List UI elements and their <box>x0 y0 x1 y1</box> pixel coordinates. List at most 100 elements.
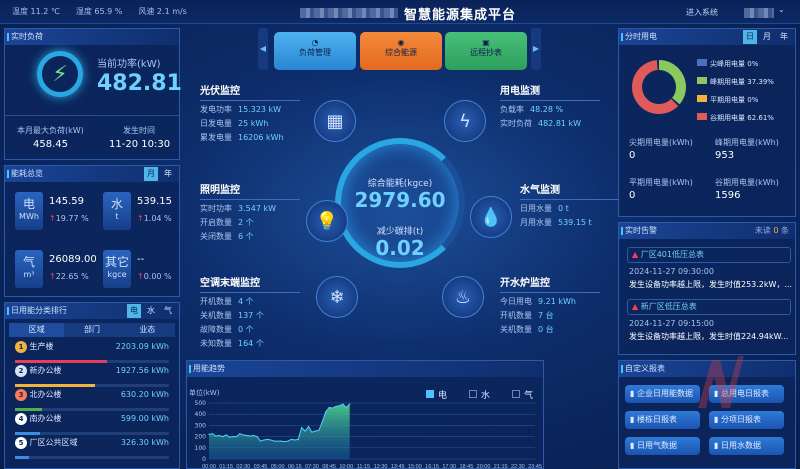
unread-number: 0 <box>773 226 779 235</box>
rank-medal-icon: 2 <box>15 365 27 377</box>
legend-gas[interactable]: 气 <box>511 388 533 401</box>
legend-electric[interactable]: 电 <box>425 388 447 401</box>
list-item[interactable]: 4 南办公楼 599.00 kWh <box>15 413 169 437</box>
air-conditioner-icon: ❄ <box>316 276 358 318</box>
x-tick-label: 15:00 <box>408 464 422 469</box>
monitor-title: 空调末端监控 <box>200 274 300 293</box>
user-name[interactable] <box>744 8 774 18</box>
ac-monitor: 空调末端监控 开机数量 4 个关机数量 137 个故障数量 0 个未知数量 164 个 <box>200 274 300 352</box>
panel-title: 实时负荷 <box>5 29 179 45</box>
tab-year[interactable]: 年 <box>780 32 788 41</box>
panel-title: 用能趋势 <box>187 361 543 377</box>
rank-name: 新办公楼 <box>29 366 62 375</box>
tab-year[interactable]: 年 <box>164 169 172 178</box>
nav-integrated-energy[interactable]: ◉ 综合能源 <box>360 32 442 70</box>
rank-name: 厂区公共区域 <box>29 438 78 447</box>
panel-title: 分时用电 日月年 <box>619 29 795 45</box>
legend-item: 峰期用电量 37.39% <box>697 77 774 87</box>
alarm-desc: 发生设备功率越上限，发生时值253.2kW，... <box>629 280 793 289</box>
list-item[interactable]: 5 厂区公共区域 326.30 kWh <box>15 437 169 461</box>
boiler-icon: ♨ <box>442 276 484 318</box>
legend-pct: 0% <box>747 60 759 68</box>
report-button[interactable]: ▮ 分项日报表 <box>709 411 784 429</box>
nav-label: 负荷管理 <box>299 48 331 57</box>
donut-slice <box>632 60 679 114</box>
data-point <box>345 406 347 409</box>
wind-speed: 风速 2.1 m/s <box>138 7 187 16</box>
nav-remote-meter[interactable]: ▣ 远程抄表 <box>445 32 527 70</box>
list-item[interactable]: 2 新办公楼 1927.56 kWh <box>15 365 169 389</box>
rank-value: 630.20 kWh <box>120 390 169 399</box>
rank-medal-icon: 3 <box>15 389 27 401</box>
data-point <box>208 433 210 435</box>
power-monitor: 用电监测 负载率 48.28 % 实时负荷 482.81 kW <box>500 82 600 132</box>
monitor-row: 未知数量 164 个 <box>200 338 300 349</box>
carbon-label: 减少碳排(t) <box>376 227 424 237</box>
tou-legend: 尖峰用电量 0% 峰期用电量 37.39% 平期用电量 0% 谷期用电量 62.61% <box>697 59 774 131</box>
enter-system-link[interactable]: 进入系统 <box>686 8 718 17</box>
monitor-row: 开启数量 2 个 <box>200 217 300 228</box>
data-point <box>304 430 306 432</box>
nav-load-management[interactable]: ◔ 负荷管理 <box>274 32 356 70</box>
alarm-item[interactable]: ▲ 新厂区低压总表 <box>627 299 791 315</box>
subtab-business[interactable]: 业态 <box>139 325 156 334</box>
rank-name: 南办公楼 <box>29 414 62 423</box>
energy-change: 0.00 % <box>143 272 172 281</box>
blurred-logo <box>300 8 398 18</box>
data-point <box>349 403 351 405</box>
data-point <box>301 427 303 429</box>
tab-day[interactable]: 日 <box>743 30 757 44</box>
row-label: 未知数量 <box>200 339 232 348</box>
report-button[interactable]: ▮ 日用气数据 <box>625 437 700 455</box>
nav-prev-button[interactable]: ◀ <box>258 28 268 70</box>
energy-unit: m³ <box>23 270 35 279</box>
boiler-monitor: 开水炉监控 今日用电 9.21 kWh 开机数量 7 台关机数量 0 台 <box>500 274 600 338</box>
alarm-panel: 实时告警 未读 0 条 ▲ 厂区401低压总表 2024-11-27 09:30:… <box>618 222 796 355</box>
energy-value: 539.15 <box>137 196 172 207</box>
occur-time-value: 11-20 10:30 <box>109 139 171 150</box>
data-point <box>273 440 275 442</box>
data-point <box>218 434 220 437</box>
tab-month[interactable]: 月 <box>144 167 158 181</box>
subtab-department[interactable]: 部门 <box>83 325 100 334</box>
divider <box>5 115 179 116</box>
energy-type: 气 <box>22 255 35 269</box>
list-item[interactable]: 1 生产楼 2203.09 kWh <box>15 341 169 365</box>
row-label: 负载率 <box>500 105 524 114</box>
tab-month[interactable]: 月 <box>763 32 771 41</box>
report-button[interactable]: ▮ 楼栋日报表 <box>625 411 700 429</box>
energy-type: 水 <box>110 197 123 211</box>
monitor-row: 发电功率 15.323 kW <box>200 104 300 115</box>
tab-gas[interactable]: 气 <box>164 306 172 315</box>
row-label: 故障数量 <box>200 325 232 334</box>
report-button[interactable]: ▮ 企业日用能数据 <box>625 385 700 403</box>
nav-next-button[interactable]: ▶ <box>531 28 541 70</box>
data-point <box>215 435 217 437</box>
stat-value: 0 <box>629 190 636 201</box>
data-point <box>325 411 327 413</box>
subtab-area[interactable]: 区域 <box>9 323 65 337</box>
data-point <box>263 439 265 441</box>
alarm-item[interactable]: ▲ 厂区401低压总表 <box>627 247 791 263</box>
list-item[interactable]: 3 北办公楼 630.20 kWh <box>15 389 169 413</box>
data-point <box>242 434 244 436</box>
energy-type-card: 气 m³ <box>15 250 43 288</box>
legend-water[interactable]: 水 <box>468 388 490 401</box>
tab-electric[interactable]: 电 <box>127 304 141 318</box>
subtabs: 区域 部门 业态 <box>9 323 175 337</box>
report-label: 企业日用能数据 <box>636 389 693 398</box>
report-button[interactable]: ▮ 总用电日报表 <box>709 385 784 403</box>
lighting-monitor: 照明监控 实时功率 3.547 kW 开启数量 2 个关闭数量 6 个 <box>200 181 300 245</box>
legend-pct: 0% <box>747 96 759 104</box>
rank-bar-fill <box>15 408 42 411</box>
chevron-down-icon[interactable]: ⌄ <box>778 5 785 14</box>
pv-monitor: 光伏监控 发电功率 15.323 kW 日发电量 25 kWh 累发电量 16206 kWh <box>200 82 300 146</box>
report-button[interactable]: ▮ 日用水数据 <box>709 437 784 455</box>
rank-bar-track <box>15 456 169 459</box>
alarm-name: 新厂区低压总表 <box>640 302 697 311</box>
legend-item: 尖峰用电量 0% <box>697 59 774 69</box>
unread-unit: 条 <box>781 226 789 235</box>
tab-water[interactable]: 水 <box>147 306 155 315</box>
panel-title-text: 实时告警 <box>625 226 657 235</box>
